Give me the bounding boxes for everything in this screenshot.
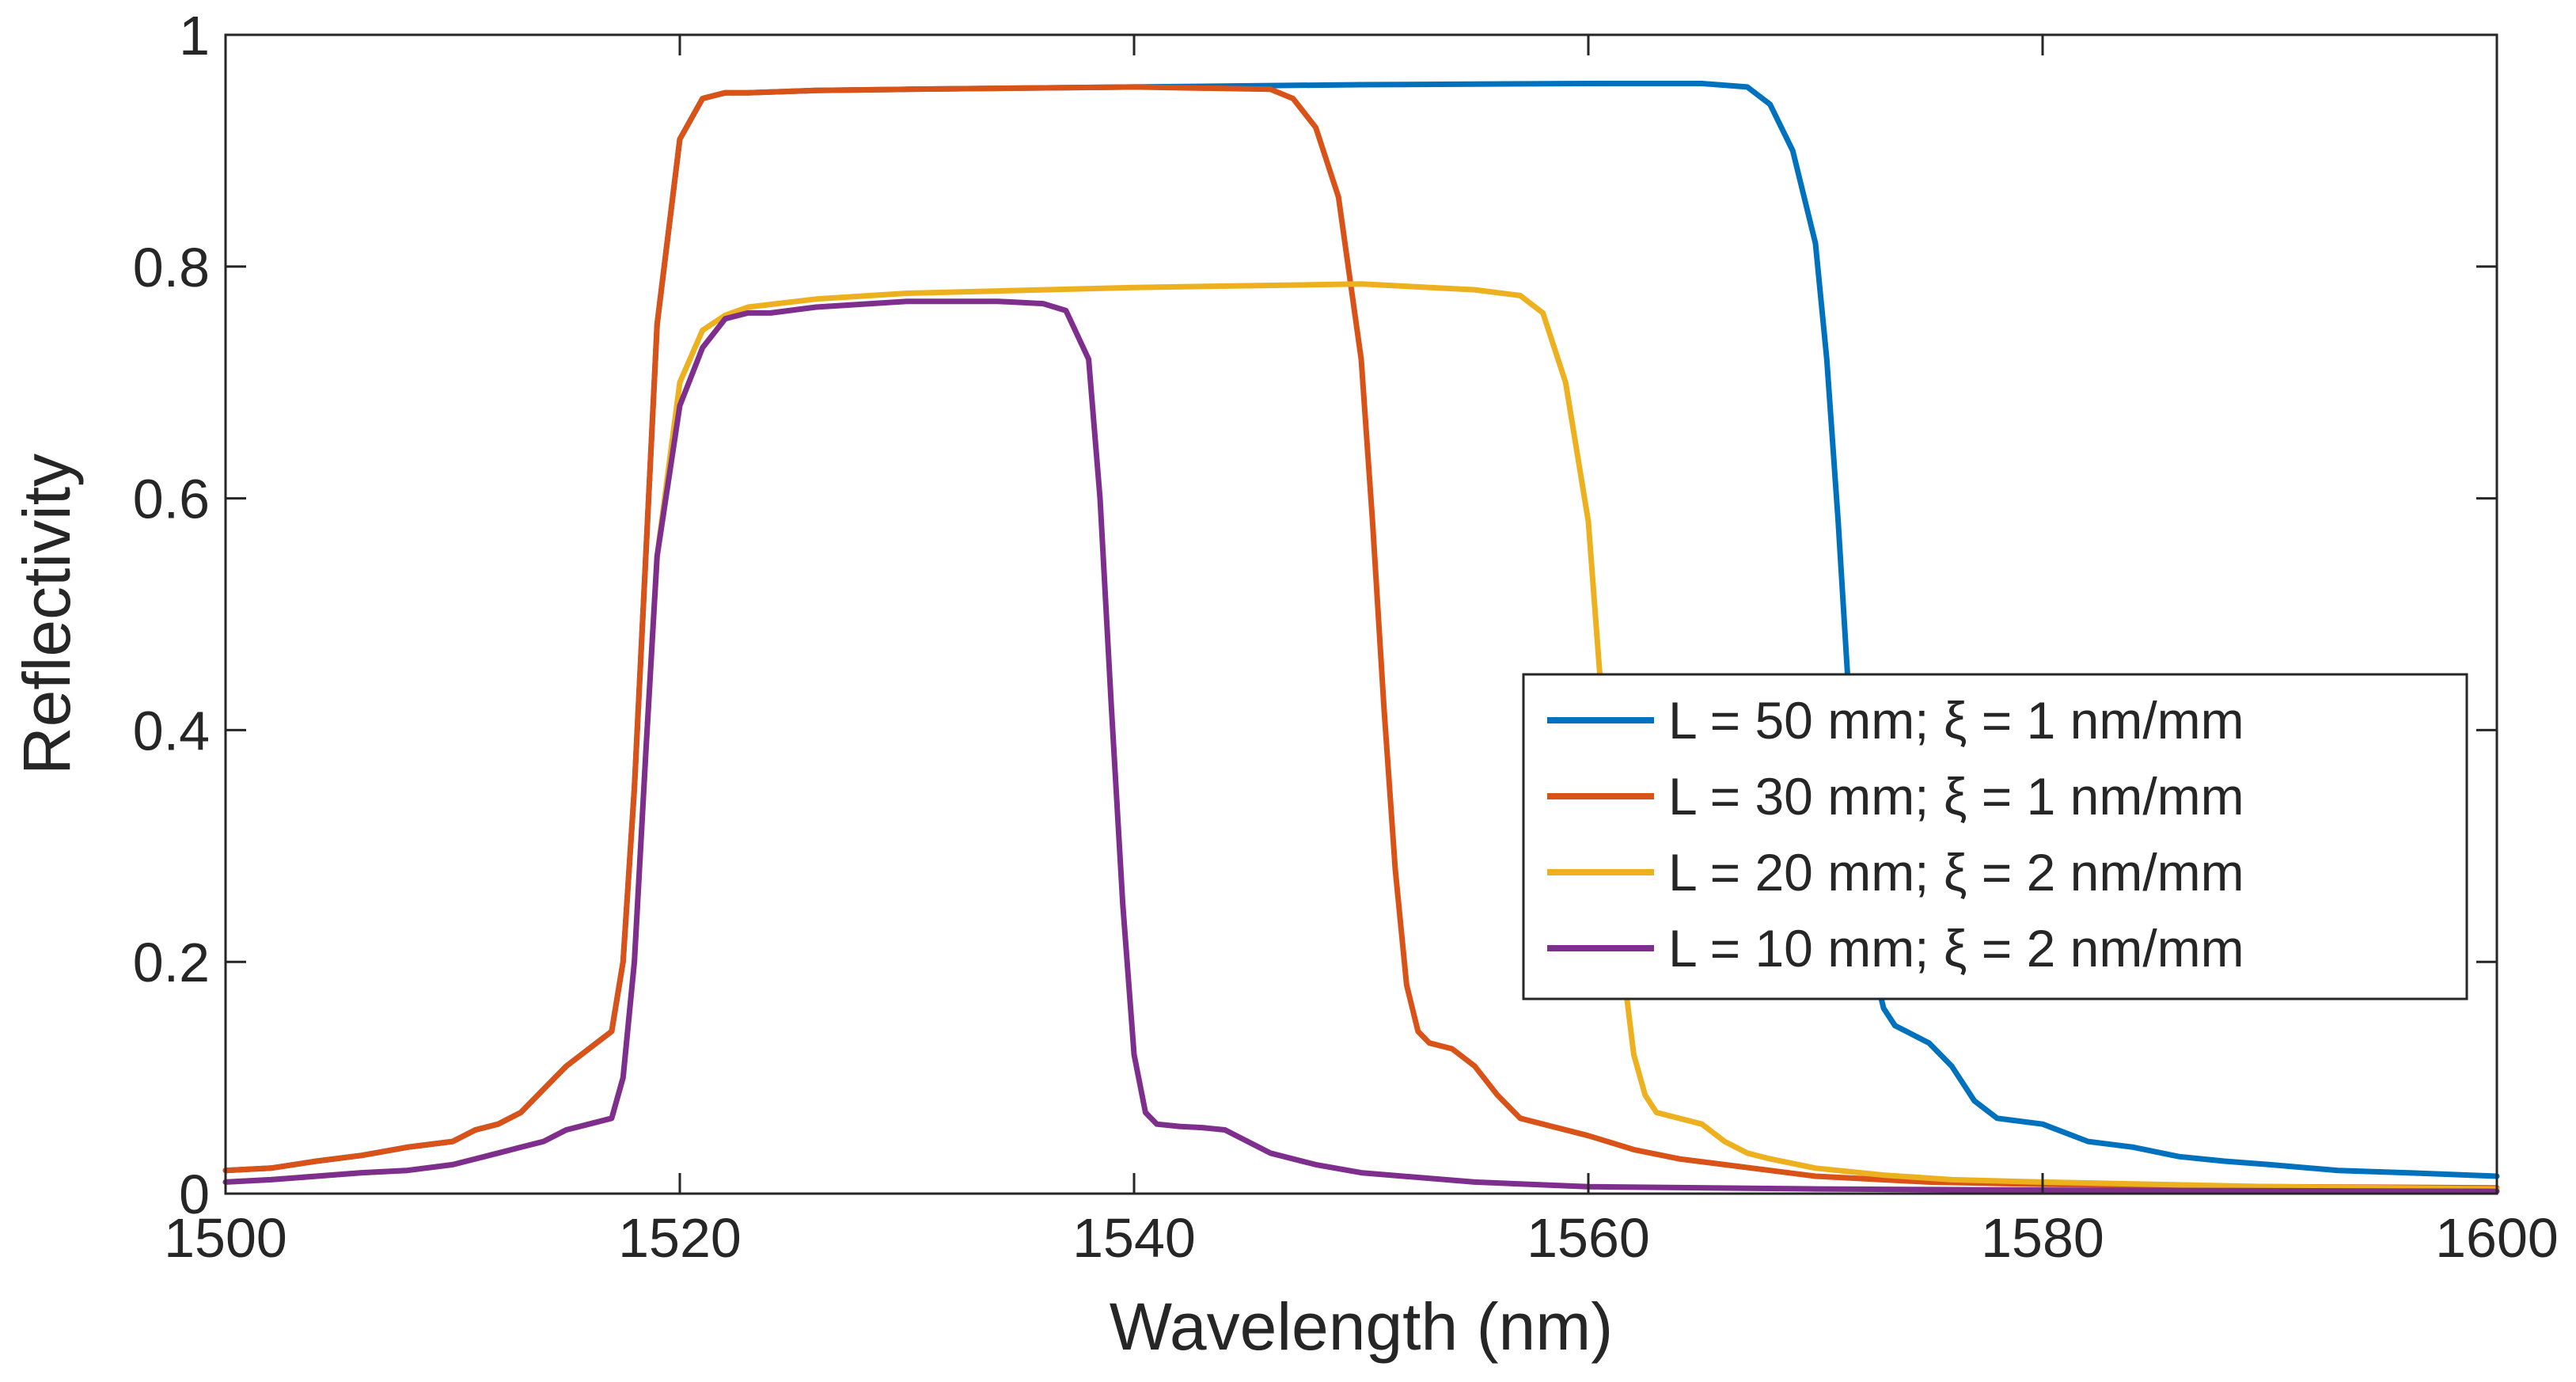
x-tick-label: 1500: [164, 1207, 287, 1269]
y-axis: 0 0.2 0.4 0.6 0.8 1: [133, 5, 2497, 1225]
y-axis-title: Reflectivity: [9, 454, 84, 775]
y-tick-label: 0.4: [133, 700, 210, 761]
legend-label-4: L = 10 mm; ξ = 2 nm/mm: [1668, 919, 2244, 978]
x-tick-label: 1580: [1981, 1207, 2104, 1269]
legend-label-3: L = 20 mm; ξ = 2 nm/mm: [1668, 843, 2244, 902]
x-tick-label: 1520: [618, 1207, 742, 1269]
y-tick-label: 1: [179, 5, 210, 66]
legend: L = 50 mm; ξ = 1 nm/mm L = 30 mm; ξ = 1 n…: [1522, 673, 2468, 1000]
series-layer: [222, 81, 2500, 1194]
y-tick-label: 0.6: [133, 469, 210, 530]
x-axis: 1500 1520 1540 1560 1580 1600: [164, 35, 2559, 1269]
series-line-2: [222, 84, 2500, 1191]
plot-background: [226, 35, 2497, 1194]
y-tick-label: 0.2: [133, 932, 210, 993]
y-tick-label: 0: [179, 1164, 210, 1225]
legend-label-1: L = 50 mm; ξ = 1 nm/mm: [1668, 691, 2244, 750]
y-tick-label: 0.8: [133, 237, 210, 298]
plot-frame: [224, 33, 2498, 1195]
x-tick-label: 1540: [1072, 1207, 1196, 1269]
series-line-4: [222, 298, 2500, 1194]
x-tick-label: 1560: [1527, 1207, 1650, 1269]
legend-box: [1522, 673, 2468, 1000]
x-axis-title: Wavelength (nm): [1110, 1289, 1613, 1364]
legend-label-2: L = 30 mm; ξ = 1 nm/mm: [1668, 767, 2244, 826]
x-tick-label: 1600: [2435, 1207, 2559, 1269]
